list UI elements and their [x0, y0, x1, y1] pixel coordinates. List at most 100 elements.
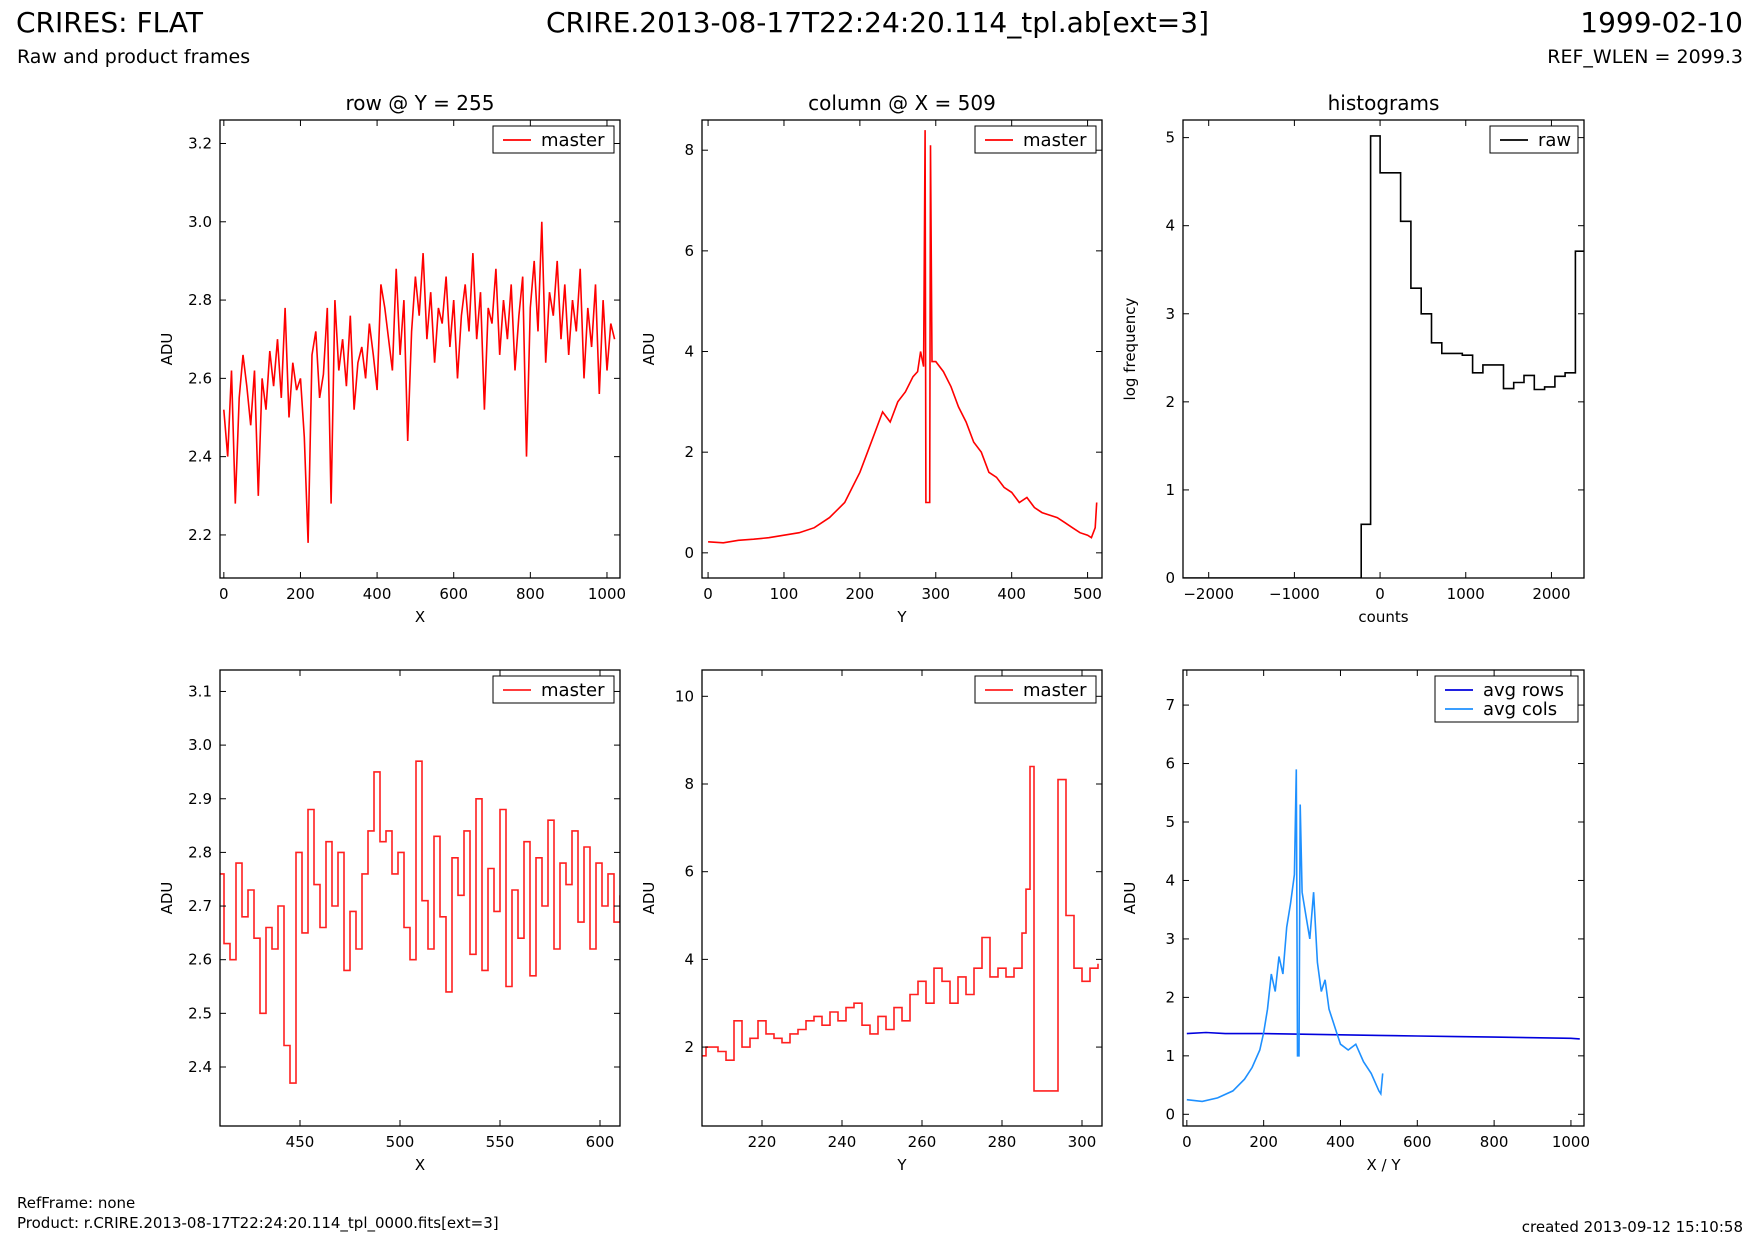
y-tick-label: 4 [1165, 871, 1175, 889]
y-tick-label: 5 [1165, 129, 1175, 147]
x-tick-label: 200 [846, 585, 875, 603]
x-tick-label: 550 [486, 1133, 515, 1151]
chart-panel-5: 220 240 260 280 300 2 4 6 8 10 Y ADU master [640, 669, 1103, 1174]
series-line-avg-cols [1186, 769, 1384, 1103]
x-tick-label: 300 [1068, 1133, 1097, 1151]
y-tick-label: 2 [684, 443, 694, 461]
legend: master [492, 675, 615, 704]
chart-title: histograms [1328, 91, 1440, 115]
x-tick-label: 400 [1326, 1133, 1355, 1151]
page-subtitle: Raw and product frames [17, 46, 251, 68]
x-tick-label: 200 [1249, 1133, 1278, 1151]
series-group [708, 130, 1098, 544]
series-group [702, 765, 1099, 1092]
x-axis-label: X [415, 1156, 425, 1174]
x-tick-label: 450 [286, 1133, 315, 1151]
y-tick-label: 2 [1165, 393, 1175, 411]
x-tick-label: 240 [828, 1133, 857, 1151]
x-tick-label: 400 [363, 585, 392, 603]
x-tick-label: −1000 [1269, 585, 1320, 603]
legend: master [492, 125, 615, 154]
y-tick-label: 3.2 [188, 134, 212, 152]
y-tick-label: 1 [1165, 1047, 1175, 1065]
observation-date: 1999-02-10 [1580, 6, 1743, 39]
y-tick-label: 2.5 [188, 1004, 212, 1022]
chart-panel-3: −2000 −1000 0 1000 2000 0 1 2 3 4 5 histograms count… [1121, 91, 1585, 626]
chart-title: row @ Y = 255 [346, 91, 495, 115]
x-tick-label: 0 [703, 585, 713, 603]
y-tick-label: 2.6 [188, 951, 212, 969]
y-tick-label: 6 [1165, 755, 1175, 773]
product-label: Product: r.CRIRE.2013-08-17T22:24:20.114… [17, 1214, 499, 1232]
y-tick-label: 0 [684, 544, 694, 562]
x-axis-label: counts [1358, 608, 1408, 626]
x-axis-label: Y [896, 1156, 907, 1174]
x-tick-label: 600 [586, 1133, 615, 1151]
ref-frame-label: RefFrame: none [17, 1194, 136, 1212]
series-line-master [223, 221, 616, 543]
chart-title: column @ X = 509 [808, 91, 996, 115]
file-title: CRIRE.2013-08-17T22:24:20.114_tpl.ab[ext… [545, 6, 1209, 39]
x-tick-label: 500 [1073, 585, 1102, 603]
ref-wavelength: REF_WLEN = 2099.3 [1547, 46, 1743, 68]
y-tick-label: 2.8 [188, 291, 212, 309]
y-tick-label: 3.1 [188, 682, 212, 700]
chart-panel-4: 450 500 550 600 2.4 2.5 2.6 2.7 2.8 2.9 3.0 3.1 X ADU… [158, 669, 621, 1174]
legend-label: avg cols [1483, 699, 1557, 720]
x-axis-label: X / Y [1366, 1156, 1401, 1174]
y-tick-label: 8 [684, 141, 694, 159]
axes-frame [1182, 669, 1585, 1127]
y-tick-label: 4 [684, 343, 694, 361]
series-group [1183, 135, 1584, 578]
y-tick-label: 2 [1165, 988, 1175, 1006]
y-tick-label: 2.9 [188, 790, 212, 808]
legend-label: master [1023, 680, 1087, 701]
x-tick-label: 600 [1403, 1133, 1432, 1151]
series-group [223, 221, 616, 543]
y-tick-label: 6 [684, 863, 694, 881]
legend-label: raw [1538, 130, 1571, 151]
legend: raw [1489, 125, 1579, 154]
y-axis-label: ADU [640, 333, 658, 366]
y-tick-label: 8 [684, 775, 694, 793]
x-tick-label: 260 [908, 1133, 937, 1151]
y-axis-label: ADU [158, 333, 176, 366]
y-tick-label: 0 [1165, 569, 1175, 587]
y-tick-label: 3.0 [188, 736, 212, 754]
y-tick-label: 2.4 [188, 1058, 212, 1076]
y-tick-label: 4 [1165, 217, 1175, 235]
legend: master [974, 675, 1097, 704]
x-tick-label: 1000 [1447, 585, 1485, 603]
series-group [220, 760, 620, 1084]
chart-panel-6: 0 200 400 600 800 1000 0 1 2 3 4 5 6 7 X / Y ADU avg row… [1121, 669, 1590, 1174]
legend: master [974, 125, 1097, 154]
x-tick-label: 0 [219, 585, 229, 603]
series-line-avg-rows [1186, 1031, 1580, 1040]
axes-frame [219, 669, 621, 1127]
y-tick-label: 2.8 [188, 843, 212, 861]
y-tick-label: 5 [1165, 813, 1175, 831]
x-tick-label: 100 [770, 585, 799, 603]
x-tick-label: 600 [439, 585, 468, 603]
y-tick-label: 0 [1165, 1105, 1175, 1123]
legend-label: avg rows [1483, 680, 1564, 701]
y-tick-label: 10 [675, 687, 694, 705]
series-line-raw [1183, 135, 1584, 578]
y-tick-label: 2.4 [188, 448, 212, 466]
legend-label: master [541, 130, 605, 151]
x-tick-label: 0 [1375, 585, 1385, 603]
legend-label: master [541, 680, 605, 701]
x-tick-label: 400 [997, 585, 1026, 603]
series-line-master [702, 765, 1099, 1092]
series-line-master [220, 760, 620, 1084]
x-tick-label: 220 [748, 1133, 777, 1151]
legend-box [1434, 675, 1579, 723]
x-tick-label: 280 [988, 1133, 1017, 1151]
y-tick-label: 2.2 [188, 526, 212, 544]
x-tick-label: 800 [516, 585, 545, 603]
series-group [1186, 769, 1580, 1103]
page-title: CRIRES: FLAT [16, 6, 203, 39]
x-tick-label: 0 [1182, 1133, 1192, 1151]
